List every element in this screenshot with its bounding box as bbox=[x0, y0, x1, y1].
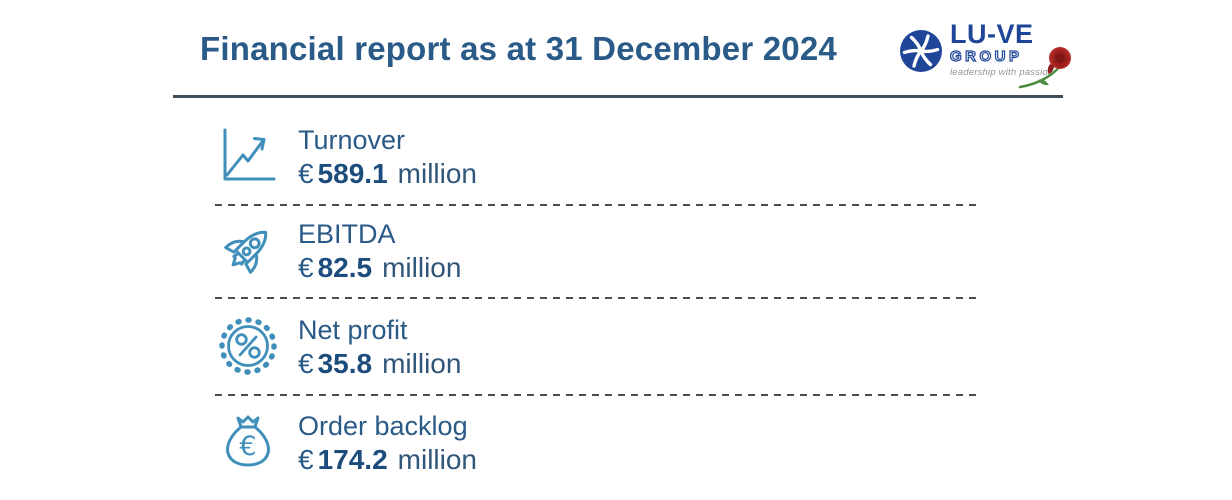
metric-number: 82.5 bbox=[317, 252, 373, 283]
currency-symbol: € bbox=[298, 444, 314, 475]
currency-symbol: € bbox=[298, 348, 314, 379]
metric-label: Turnover bbox=[298, 125, 406, 155]
metric-row-order-backlog: € Order backlog €174.2 million bbox=[216, 410, 477, 477]
metric-row-ebitda: EBITDA €82.5 million bbox=[216, 218, 461, 285]
percent-badge-icon bbox=[216, 314, 280, 378]
metric-unit: million bbox=[397, 444, 478, 475]
rocket-icon bbox=[216, 218, 280, 282]
svg-text:€: € bbox=[239, 431, 256, 462]
metric-unit: million bbox=[382, 252, 462, 283]
logo-group-word: GROUP bbox=[949, 47, 1023, 65]
metric-label: Net profit bbox=[298, 315, 408, 345]
growth-chart-icon bbox=[216, 124, 280, 188]
page-title: Financial report as at 31 December 2024 bbox=[200, 30, 837, 67]
metric-label: EBITDA bbox=[298, 219, 396, 249]
currency-symbol: € bbox=[298, 158, 314, 189]
metric-number: 35.8 bbox=[317, 348, 373, 379]
metric-value: €35.8 million bbox=[298, 347, 461, 381]
metric-number: 174.2 bbox=[317, 444, 388, 475]
logo-text-block: LU-VE GROUP leadership with passion bbox=[949, 19, 1054, 78]
metric-number: 589.1 bbox=[317, 158, 388, 189]
metric-value: €589.1 million bbox=[298, 157, 477, 191]
logo-brand-name: LU-VE bbox=[950, 19, 1034, 49]
metric-label: Order backlog bbox=[298, 411, 468, 441]
metric-value: €174.2 million bbox=[298, 443, 477, 477]
metric-unit: million bbox=[382, 348, 462, 379]
money-bag-icon: € bbox=[216, 410, 280, 474]
rose-icon bbox=[1016, 44, 1074, 96]
dashed-divider bbox=[215, 204, 977, 206]
dashed-divider bbox=[215, 297, 977, 299]
metric-unit: million bbox=[397, 158, 478, 189]
dashed-divider bbox=[215, 394, 977, 396]
metric-row-turnover: Turnover €589.1 million bbox=[216, 124, 477, 191]
currency-symbol: € bbox=[298, 252, 314, 283]
luve-group-logo: LU-VE GROUP leadership with passion bbox=[898, 20, 1073, 98]
header-divider bbox=[173, 95, 1063, 98]
fan-logo-icon bbox=[898, 28, 944, 74]
metric-value: €82.5 million bbox=[298, 251, 461, 285]
logo-tagline: leadership with passion bbox=[950, 67, 1054, 78]
metric-row-net-profit: Net profit €35.8 million bbox=[216, 314, 461, 381]
